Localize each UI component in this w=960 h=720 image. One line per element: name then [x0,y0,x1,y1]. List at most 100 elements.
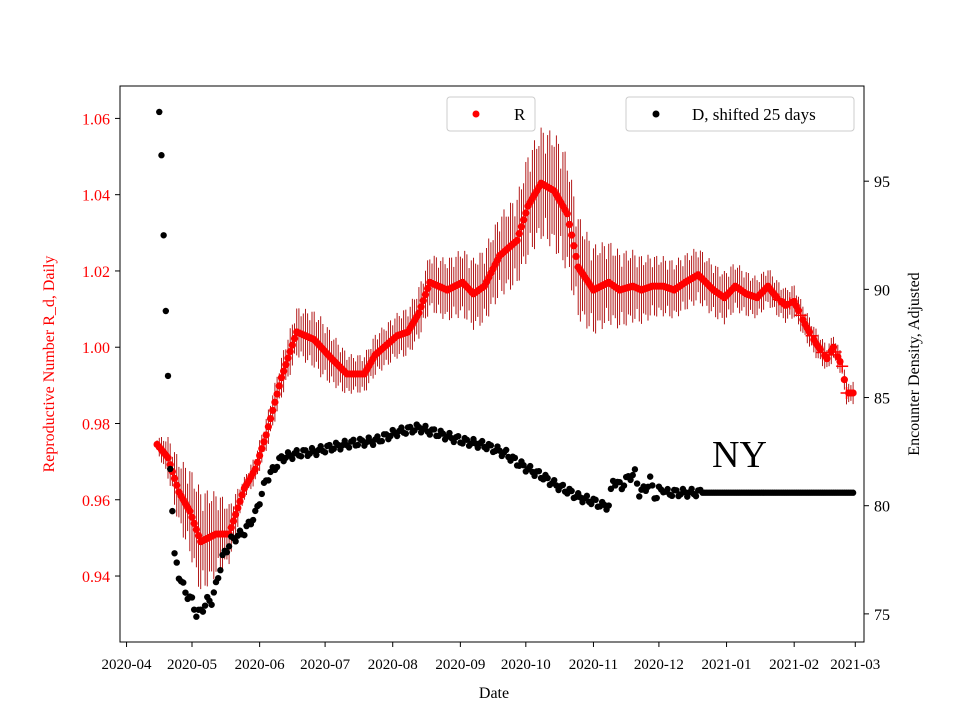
d-series [156,108,857,620]
r-point [271,398,279,406]
d-point [302,447,309,454]
r-point [290,334,299,343]
r-point [273,390,281,398]
r-point [269,406,277,415]
r-point [227,523,235,532]
d-point [293,447,300,454]
y-right-tick-label: 90 [874,282,890,299]
d-point [210,589,218,596]
y-left-tick-label: 1.00 [82,340,110,357]
d-point [326,441,333,449]
r-cross-point [794,309,807,322]
d-point [171,550,178,557]
d-point [668,492,676,500]
d-point [208,601,215,608]
d-point [535,467,543,475]
r-series [153,179,857,546]
d-point [265,477,272,484]
d-point [631,466,639,473]
r-point [849,389,857,397]
d-point [273,463,281,471]
r-point [419,297,427,305]
x-tick-label: 2020-05 [167,657,217,673]
d-point [393,432,401,440]
r-point [565,220,574,229]
d-point [156,108,163,116]
r-point [421,290,430,299]
y-right-tick-label: 80 [874,499,890,516]
d-point [297,453,305,460]
d-point [256,501,263,508]
r-point [229,517,238,525]
r-point [282,361,290,369]
d-point [402,430,410,437]
d-point [588,500,595,508]
legend-d-marker [652,110,660,118]
y-left-tick-label: 1.06 [82,111,110,128]
d-point [166,465,174,473]
d-point [446,429,453,437]
d-point [321,449,329,456]
d-point [620,482,628,489]
legend-r-label: R [514,105,526,124]
r-point [186,507,194,515]
d-point [232,538,239,545]
d-point [182,589,189,596]
r-point [258,445,266,453]
legend-r: R [446,96,536,132]
d-point [688,485,695,493]
d-point [487,442,495,449]
r-cross-point [805,329,818,342]
d-point [158,152,165,159]
d-point [511,454,519,462]
r-cross-point [772,293,785,306]
r-point [286,347,294,356]
d-point [160,232,167,239]
y-left-tick-label: 0.94 [82,569,110,586]
d-point [605,502,612,509]
x-axis-label: Date [479,685,509,702]
r-point [513,236,521,245]
r-point [415,309,423,317]
d-point [559,481,567,489]
r-point [194,532,203,540]
d-point [241,531,248,539]
d-point [629,471,636,479]
r-point [232,510,240,519]
d-point [673,487,680,494]
r-point [277,374,286,382]
r-point [260,438,268,446]
d-point [692,492,700,500]
d-point [544,474,551,482]
r-point [192,525,200,534]
r-cross-point [783,297,796,310]
r-point [173,481,181,489]
r-point [570,242,578,250]
d-point [249,516,257,524]
r-cross-point [829,345,842,358]
y-axis-right-label: Encounter Density, Adjusted [906,272,923,455]
r-point [253,458,262,466]
d-point [502,446,510,454]
x-tick-label: 2020-09 [435,657,485,673]
d-point [345,444,353,451]
d-point [454,432,462,440]
x-axis: 2020-04 2020-05 2020-06 2020-07 2020-08 2020-… [102,642,880,673]
y-left-tick-label: 0.96 [82,493,110,510]
legend-d: D, shifted 25 days [625,96,855,132]
d-point [478,437,486,445]
d-point [653,494,660,502]
y-left-tick-label: 1.04 [82,188,110,205]
d-point [411,427,418,434]
x-tick-label: 2020-04 [102,657,152,673]
d-point [258,490,266,498]
d-point [550,476,558,484]
r-point [517,223,526,231]
d-point [627,476,634,484]
x-tick-label: 2020-10 [501,657,551,673]
r-point [840,376,848,384]
d-point [664,485,671,493]
d-point [459,440,466,447]
d-point [398,424,405,431]
r-point [275,382,283,390]
